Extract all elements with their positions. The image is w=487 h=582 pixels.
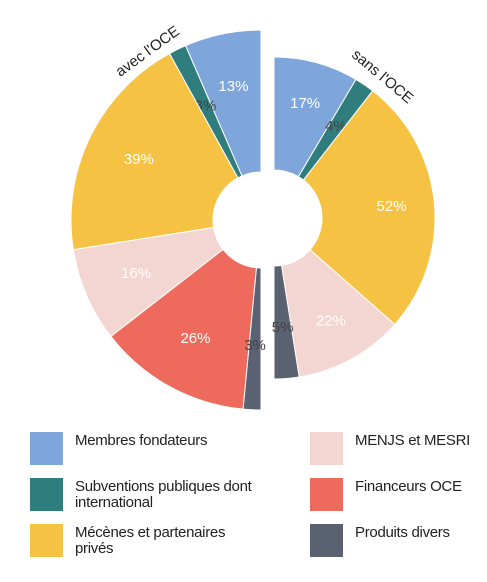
legend-swatch <box>310 432 343 465</box>
legend-item: Produits divers <box>310 524 487 557</box>
legend-swatch <box>30 478 63 511</box>
legend-item: Membres fondateurs <box>30 432 290 465</box>
value-label: 26% <box>180 330 210 347</box>
legend-label: Membres fondateurs <box>75 432 208 449</box>
slice <box>302 90 436 326</box>
slice <box>280 249 396 378</box>
legend-label: MENJS et MESRI <box>355 432 470 449</box>
slice <box>273 264 300 380</box>
value-label: 5% <box>272 319 294 336</box>
slice <box>110 248 258 410</box>
legend-label: Financeurs OCE <box>355 478 462 495</box>
chart: 13%3%39%16%26% 3%avec l'OCE17%4%52%22%5%s… <box>70 23 436 411</box>
value-label: 13% <box>218 78 248 95</box>
slice <box>70 52 239 251</box>
legend-swatch <box>310 524 343 557</box>
value-label: 52% <box>377 198 407 215</box>
legend-swatch <box>30 432 63 465</box>
value-label: 17% <box>290 95 320 112</box>
legend-swatch <box>310 478 343 511</box>
legend-item: Financeurs OCE <box>310 478 487 511</box>
legend-swatch <box>30 524 63 557</box>
value-label: 22% <box>316 312 346 329</box>
value-label: 39% <box>124 151 154 168</box>
slice <box>242 267 262 411</box>
legend-item: Subventions publiques dont international <box>30 478 290 511</box>
value-label: 3% <box>244 337 266 354</box>
legend-item: MENJS et MESRI <box>310 432 487 465</box>
value-label: 16% <box>121 265 151 282</box>
legend-item: Mécènes et partenaires privés <box>30 524 290 557</box>
legend-label: Subventions publiques dont international <box>75 478 252 511</box>
legend-label: Produits divers <box>355 524 450 541</box>
legend-label: Mécènes et partenaires privés <box>75 524 226 557</box>
